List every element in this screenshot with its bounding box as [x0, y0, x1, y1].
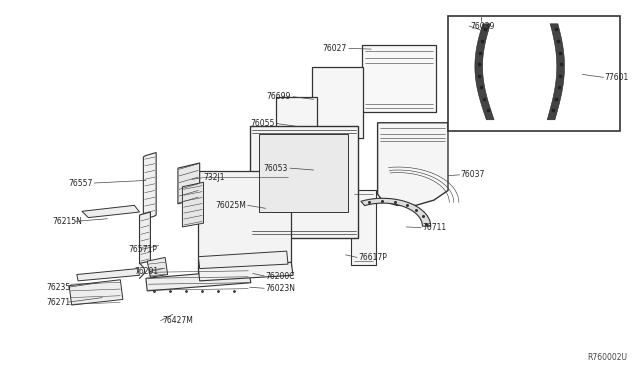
Text: R760002U: R760002U	[588, 353, 627, 362]
Text: 76271: 76271	[46, 298, 70, 307]
Polygon shape	[276, 97, 317, 153]
Text: 76215N: 76215N	[52, 217, 83, 226]
Text: 77601: 77601	[605, 73, 629, 82]
Polygon shape	[198, 262, 293, 281]
Polygon shape	[147, 257, 168, 277]
Polygon shape	[351, 190, 376, 265]
Polygon shape	[475, 24, 494, 120]
Text: 76235: 76235	[46, 283, 70, 292]
Polygon shape	[77, 269, 140, 281]
Text: 76039: 76039	[470, 22, 495, 31]
Text: 76427M: 76427M	[162, 316, 193, 325]
Polygon shape	[143, 153, 156, 219]
Text: 76291: 76291	[134, 267, 159, 276]
Text: 76055: 76055	[251, 119, 275, 128]
Text: 76711: 76711	[422, 223, 447, 232]
Text: 76617P: 76617P	[358, 253, 387, 262]
Polygon shape	[547, 24, 564, 120]
Text: 76037: 76037	[461, 170, 485, 179]
Polygon shape	[178, 163, 200, 204]
Text: 732J1: 732J1	[203, 173, 225, 182]
Polygon shape	[259, 134, 348, 212]
Text: 76571P: 76571P	[128, 245, 157, 254]
Text: 76557: 76557	[68, 179, 93, 187]
Bar	[448, 16, 620, 131]
Polygon shape	[312, 67, 363, 138]
Polygon shape	[198, 171, 291, 275]
Polygon shape	[250, 126, 358, 238]
Polygon shape	[146, 270, 251, 291]
Text: 76699: 76699	[267, 92, 291, 101]
Text: 76025M: 76025M	[216, 201, 246, 210]
Text: 76027: 76027	[323, 44, 347, 53]
Polygon shape	[378, 123, 448, 205]
Polygon shape	[362, 45, 436, 112]
Polygon shape	[198, 251, 288, 269]
Text: 76023N: 76023N	[266, 284, 296, 293]
Polygon shape	[361, 198, 431, 226]
Polygon shape	[82, 205, 140, 218]
Text: 76200C: 76200C	[266, 272, 295, 280]
Text: 76053: 76053	[264, 164, 288, 173]
Polygon shape	[182, 182, 204, 227]
Polygon shape	[140, 212, 150, 263]
Polygon shape	[69, 280, 123, 305]
